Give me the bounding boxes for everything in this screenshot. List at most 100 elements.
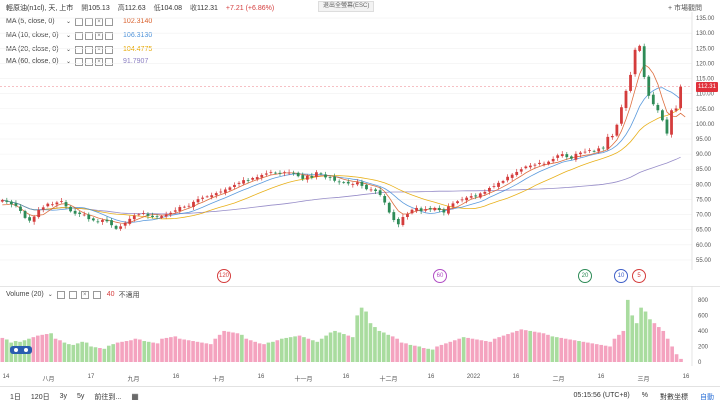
event-marker-5[interactable]: 5 bbox=[632, 269, 646, 283]
candle-body bbox=[196, 199, 200, 203]
candle-body bbox=[615, 124, 619, 136]
volume-bar bbox=[355, 315, 360, 362]
volume-bar bbox=[466, 337, 470, 362]
calendar-icon[interactable]: ▦ bbox=[131, 392, 139, 401]
price-chart[interactable]: 135.00 130.00 125.00 120.00 115.00 110.00 105.… bbox=[0, 0, 720, 286]
volume-chart[interactable]: 800 600 400 200 0 bbox=[0, 286, 720, 374]
candle-body bbox=[346, 181, 350, 184]
volume-bar bbox=[643, 311, 648, 362]
eye-icon[interactable] bbox=[56, 290, 65, 299]
settings-icon[interactable] bbox=[85, 45, 94, 54]
more-icon[interactable] bbox=[105, 45, 114, 54]
candle-body bbox=[588, 150, 591, 151]
candle-body bbox=[173, 210, 177, 212]
ma-indicator-row[interactable]: MA (10, close, 0) ⌄ × 106.3130 bbox=[6, 30, 152, 41]
volume-indicator-row[interactable]: Volume (20) ⌄ × 40 不適用 bbox=[6, 289, 140, 300]
ma-indicator-row[interactable]: MA (60, close, 0) ⌄ × 91.7907 bbox=[6, 56, 148, 67]
candle-body bbox=[160, 216, 164, 218]
more-icon[interactable] bbox=[92, 290, 101, 299]
volume-bar bbox=[271, 341, 275, 362]
range-3y-button[interactable]: 3y bbox=[59, 393, 67, 400]
eye-icon[interactable] bbox=[75, 57, 84, 66]
candle-body bbox=[41, 207, 45, 210]
volume-bar bbox=[657, 327, 661, 362]
exit-fullscreen-button[interactable]: 退出全螢幕(ESC) bbox=[318, 1, 375, 12]
volume-bar bbox=[528, 330, 533, 362]
chevron-down-icon[interactable]: ⌄ bbox=[66, 47, 72, 53]
volume-bar bbox=[182, 339, 187, 362]
candle-body bbox=[91, 218, 95, 221]
percent-toggle[interactable]: % bbox=[641, 391, 648, 399]
vol-tick-label: 400 bbox=[698, 329, 709, 335]
volume-bar bbox=[448, 341, 453, 362]
candle-body bbox=[119, 226, 123, 229]
compare-button[interactable]: + 市場觀問 bbox=[667, 5, 702, 12]
event-marker-60[interactable]: 60 bbox=[433, 269, 447, 283]
event-marker-120[interactable]: 120 bbox=[217, 269, 231, 283]
more-icon[interactable] bbox=[105, 31, 114, 40]
chevron-down-icon[interactable]: ⌄ bbox=[66, 19, 72, 25]
close-icon[interactable]: × bbox=[95, 57, 104, 66]
volume-bar bbox=[333, 330, 337, 362]
close-icon[interactable]: × bbox=[80, 290, 89, 299]
candle-body bbox=[647, 76, 651, 96]
volume-bar bbox=[537, 332, 541, 362]
volume-bar bbox=[173, 336, 178, 362]
more-icon[interactable] bbox=[105, 57, 114, 66]
candle-body bbox=[324, 174, 327, 178]
candle-body bbox=[556, 155, 560, 158]
candle-body bbox=[542, 163, 546, 165]
volume-bar bbox=[559, 337, 564, 362]
close-icon[interactable]: × bbox=[95, 31, 104, 40]
candle-body bbox=[474, 195, 478, 197]
volume-bar bbox=[599, 344, 603, 362]
chevron-down-icon[interactable]: ⌄ bbox=[66, 33, 72, 39]
eye-icon[interactable] bbox=[75, 31, 84, 40]
vol-tick-label: 200 bbox=[698, 344, 709, 350]
event-marker-20[interactable]: 20 bbox=[578, 269, 592, 283]
candle-body bbox=[82, 214, 86, 216]
candle-body bbox=[55, 202, 59, 205]
settings-icon[interactable] bbox=[68, 290, 77, 299]
volume-bar bbox=[532, 331, 537, 362]
high-label: 高 bbox=[117, 5, 125, 12]
candle-body bbox=[23, 210, 27, 218]
volume-bar bbox=[590, 343, 595, 362]
candle-body bbox=[319, 173, 323, 175]
chevron-down-icon[interactable]: ⌄ bbox=[47, 292, 53, 298]
symbol-title[interactable]: 輕原油(n1cl), 天, 上市 bbox=[6, 5, 74, 12]
range-1d-button[interactable]: 1日 bbox=[10, 393, 21, 401]
candle-body bbox=[210, 195, 214, 198]
candle-body bbox=[651, 94, 655, 105]
open-value: 105.13 bbox=[88, 5, 110, 12]
event-marker-10[interactable]: 10 bbox=[614, 269, 628, 283]
volume-bar bbox=[674, 354, 679, 362]
log-scale-toggle[interactable]: 對數坐標 bbox=[660, 393, 688, 401]
volume-bar bbox=[49, 333, 53, 362]
y-tick-label: 95.00 bbox=[696, 137, 712, 143]
candle-body bbox=[182, 206, 186, 208]
volume-bar bbox=[461, 337, 466, 362]
candle-body bbox=[501, 181, 505, 183]
range-5y-button[interactable]: 5y bbox=[77, 393, 85, 400]
auto-scale-toggle[interactable]: 自動 bbox=[700, 393, 714, 401]
close-icon[interactable]: × bbox=[95, 45, 104, 54]
candle-body bbox=[670, 110, 673, 135]
volume-bar bbox=[346, 335, 351, 362]
volume-bar bbox=[488, 341, 493, 362]
settings-icon[interactable] bbox=[85, 57, 94, 66]
candle-body bbox=[237, 182, 241, 184]
candle-body bbox=[178, 207, 182, 212]
ma-indicator-row[interactable]: MA (20, close, 0) ⌄ × 104.4775 bbox=[6, 44, 152, 55]
goto-date-button[interactable]: 前往到... bbox=[94, 393, 122, 401]
candle-body bbox=[679, 86, 683, 109]
bottom-toolbar: 1日 120日 3y 5y 前往到... ▦ 05:15:56 (UTC+8) … bbox=[0, 386, 720, 406]
volume-bar bbox=[581, 341, 586, 362]
volume-bar bbox=[275, 340, 280, 362]
range-120d-button[interactable]: 120日 bbox=[30, 393, 50, 401]
volume-bar bbox=[679, 358, 683, 362]
eye-icon[interactable] bbox=[75, 45, 84, 54]
candle-body bbox=[14, 203, 18, 206]
chevron-down-icon[interactable]: ⌄ bbox=[66, 59, 72, 65]
settings-icon[interactable] bbox=[85, 31, 94, 40]
